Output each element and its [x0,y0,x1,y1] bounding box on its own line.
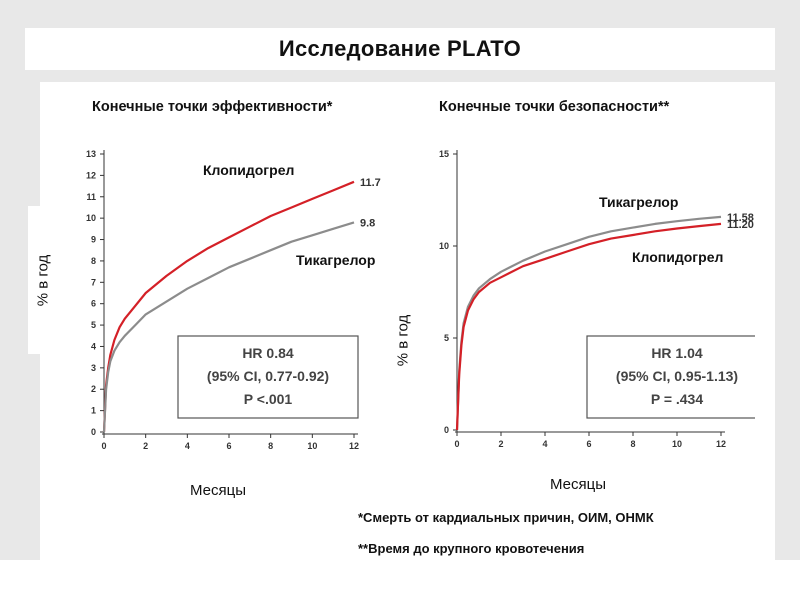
y-tick-label: 2 [91,384,96,394]
y-tick-label: 10 [439,241,449,251]
y-tick-label: 7 [91,277,96,287]
chart1-clopidogrel-label: Клопидогрел [626,247,730,267]
x-tick-label: 8 [630,439,635,449]
x-tick-label: 12 [716,439,726,449]
x-tick-label: 0 [454,439,459,449]
x-tick-label: 2 [498,439,503,449]
x-tick-label: 6 [226,441,231,451]
chart1-ylabel: % в год [388,266,418,414]
y-tick-label: 6 [91,299,96,309]
hr-annotation-box [586,335,755,419]
y-tick-label: 4 [91,341,96,351]
x-tick-label: 4 [185,441,190,451]
title-bar: Исследование PLATO [25,28,775,70]
y-tick-label: 5 [91,320,96,330]
y-tick-label: 15 [439,149,449,159]
y-tick-label: 11 [86,192,96,202]
series-end-label-0: 11.7 [360,177,381,189]
y-tick-label: 5 [444,333,449,343]
series-line-1 [455,222,722,431]
y-tick-label: 10 [86,213,96,223]
series-end-label-0: 11.58 [727,212,754,224]
y-tick-label: 0 [91,427,96,437]
series-line-0 [102,180,355,433]
y-tick-label: 9 [91,235,96,245]
safety-header: Конечные точки безопасности** [435,96,674,118]
chart0-ylabel: % в год [28,206,58,354]
hr-line-1: HR 0.84 [242,345,294,361]
footnote-efficacy: *Смерть от кардиальных причин, ОИМ, ОНМК [358,510,654,525]
x-tick-label: 8 [268,441,273,451]
x-tick-label: 10 [672,439,682,449]
y-tick-label: 3 [91,363,96,373]
chart0-clopidogrel-label: Клопидогрел [197,160,301,180]
hr-line-2: (95% CI, 0.77-0.92) [207,368,329,384]
series-line-1 [102,221,355,433]
x-tick-label: 2 [143,441,148,451]
hr-line-3: P <.001 [244,391,293,407]
x-tick-label: 10 [307,441,317,451]
chart1-ticagrelor-label: Тикагрелор [593,192,685,212]
chart0-xlabel: Месяцы [180,478,257,503]
y-tick-label: 13 [86,149,96,159]
hr-line-1: HR 1.04 [651,345,703,361]
y-tick-label: 8 [91,256,96,266]
x-tick-label: 0 [101,441,106,451]
x-tick-label: 4 [542,439,547,449]
hr-line-3: P = .434 [651,391,704,407]
series-end-label-1: 9.8 [360,217,375,229]
efficacy-header: Конечные точки эффективности* [88,96,337,118]
footnote-safety: **Время до крупного кровотечения [358,541,585,556]
slide-title: Исследование PLATO [278,36,522,61]
chart1-xlabel: Месяцы [540,472,617,497]
y-tick-label: 1 [91,406,96,416]
series-end-label-1: 11.20 [727,219,754,231]
x-tick-label: 12 [349,441,359,451]
chart0-ticagrelor-label: Тикагрелор [290,250,382,270]
hr-line-2: (95% CI, 0.95-1.13) [616,368,738,384]
y-tick-label: 12 [86,170,96,180]
y-tick-label: 0 [444,425,449,435]
hr-annotation-box [177,335,359,419]
x-tick-label: 6 [586,439,591,449]
